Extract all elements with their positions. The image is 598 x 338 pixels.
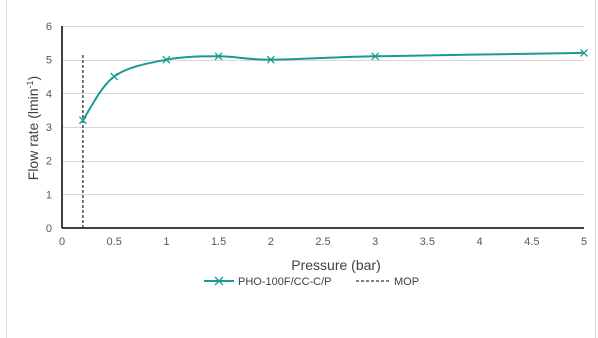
data-point-marker [110,72,119,81]
data-point-marker [78,116,87,125]
y-tick-label: 3 [46,122,52,134]
y-tick-label: 5 [46,55,52,67]
gridlines [62,26,584,195]
y-tick-label: 6 [46,21,52,33]
x-tick-label: 3.5 [420,236,435,248]
x-tick-label: 1 [163,236,169,248]
y-tick-label: 2 [46,156,52,168]
legend-item-series: PHO-100F/CC-C/P [204,276,332,288]
x-tick-label: 0 [59,236,65,248]
legend-series-marker [214,276,224,286]
data-series [78,48,588,125]
y-tick-label: 0 [46,223,52,235]
axes [61,26,584,229]
y-axis-title-end: ) [25,76,41,81]
data-point-marker [162,55,171,64]
y-axis-title-superscript: -1 [25,80,35,88]
y-axis-title: Flow rate (lmin-1) [25,76,41,180]
series-line [82,51,585,121]
chart-frame [6,0,596,338]
y-tick-label: 4 [46,88,52,100]
legend-series-label: PHO-100F/CC-C/P [238,276,332,288]
x-tick-label: 2 [268,236,274,248]
legend-item-mop: MOP [356,276,419,288]
x-tick-label: 2.5 [315,236,330,248]
x-tick-label: 5 [581,236,587,248]
x-tick-labels: 0 0.5 1 1.5 2 2.5 3 3.5 4 4.5 5 [59,236,587,248]
x-tick-label: 4 [477,236,483,248]
x-tick-label: 4.5 [524,236,539,248]
x-tick-label: 3 [372,236,378,248]
data-point-marker [266,55,275,64]
legend: PHO-100F/CC-C/P MOP [204,276,419,288]
y-tick-label: 1 [46,189,52,201]
data-point-marker [371,52,380,61]
x-tick-label: 1.5 [211,236,226,248]
legend-mop-label: MOP [394,276,419,288]
data-point-marker [580,48,588,57]
x-axis-title: Pressure (bar) [291,257,380,273]
data-point-marker [214,52,223,61]
y-tick-labels: 0 1 2 3 4 5 6 [46,21,52,235]
y-axis-title-main: Flow rate (lmin [25,88,41,180]
x-tick-label: 0.5 [107,236,122,248]
